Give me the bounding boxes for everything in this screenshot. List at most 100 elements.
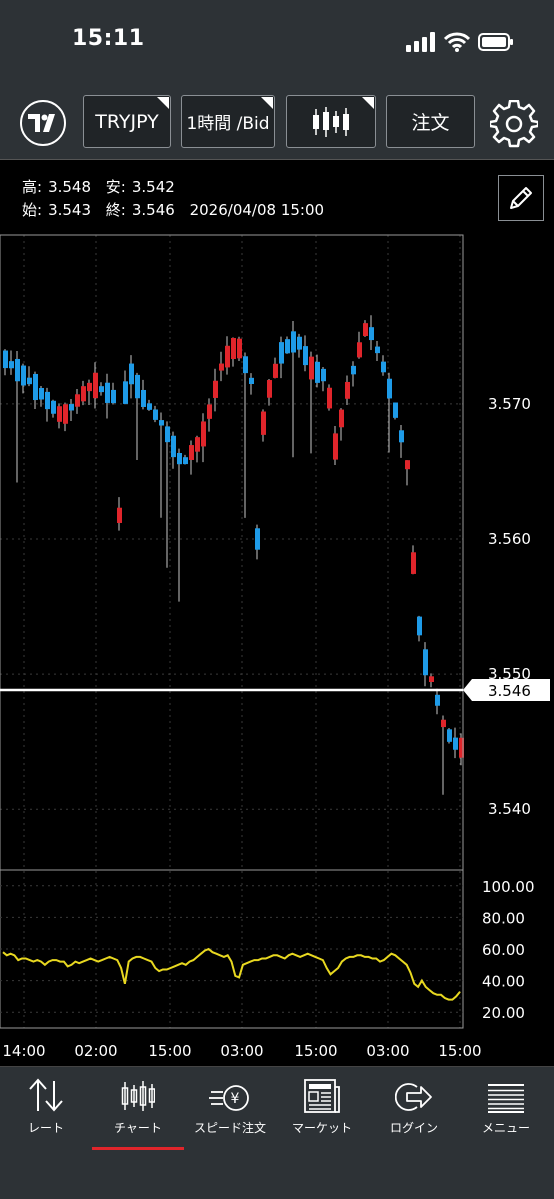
nav-label-rate: レート (27, 1121, 64, 1135)
candle-body (219, 363, 224, 371)
candle-body (111, 389, 116, 404)
candle-body (141, 389, 146, 407)
open-value: 3.543 (48, 201, 92, 219)
candle-body (201, 421, 206, 447)
nav-label-menu: メニュー (481, 1121, 530, 1135)
nav-label-chart: チャート (114, 1121, 162, 1135)
candle-body (351, 365, 356, 375)
settings-gear-icon[interactable] (490, 100, 538, 148)
status-icons (406, 30, 514, 54)
price-axis: 3.570 3.560 3.550 3.540 (488, 395, 531, 818)
candle-body (375, 346, 380, 354)
price-chart[interactable]: 3.570 3.560 3.550 3.540 3.546 100.00 80.00 60… (0, 230, 554, 1066)
time-tick-label: 15:00 (438, 1042, 481, 1060)
pencil-icon (510, 187, 532, 209)
high-value: 3.548 (48, 178, 92, 196)
candle-body (315, 361, 320, 383)
bottom-navigation: レート チャート ¥ スピード注文 (0, 1066, 554, 1199)
candle-body (387, 378, 392, 399)
candle-body (459, 737, 464, 758)
candlestick-icon (313, 106, 349, 137)
drawing-tool-button[interactable] (498, 175, 544, 221)
candle-body (237, 338, 242, 359)
ohlc-row-2: 始: 3.543 終: 3.546 2026/04/08 15:00 (22, 199, 330, 222)
candle-body (453, 737, 458, 750)
candle-body (123, 381, 128, 404)
price-tick-label: 3.570 (488, 395, 531, 413)
candle-body (75, 394, 80, 407)
price-tick-label: 3.560 (488, 530, 531, 548)
order-button[interactable]: 注文 (386, 95, 475, 148)
nav-speed-order[interactable]: ¥ スピード注文 (184, 1067, 276, 1157)
oscillator-tick-label: 20.00 (482, 1004, 525, 1022)
candle-body (45, 391, 50, 410)
candle-body (345, 381, 350, 399)
candle-body (435, 694, 440, 706)
candle-body (129, 363, 134, 385)
time-axis: 14:00 02:00 15:00 03:00 15:00 03:00 15:00 (2, 1042, 481, 1060)
chart-type-button[interactable] (286, 95, 376, 148)
timeframe-label: 1時間 /Bid (186, 114, 270, 134)
candle-body (255, 528, 260, 550)
order-label: 注文 (411, 112, 450, 134)
dropdown-corner-icon (362, 97, 374, 109)
status-time: 15:11 (72, 26, 145, 51)
candle-body (429, 676, 434, 683)
candle-body (81, 386, 86, 402)
candle-body (273, 363, 278, 378)
nav-label-market: マーケット (291, 1121, 352, 1135)
candle-body (297, 336, 302, 350)
candle-body (21, 365, 26, 386)
candle-body (339, 409, 344, 428)
candle-body (261, 411, 266, 435)
login-arrow-icon (395, 1083, 432, 1111)
candle-body (183, 457, 188, 465)
nav-login[interactable]: ログイン (368, 1067, 460, 1157)
candle-body (441, 719, 446, 728)
candle-body (39, 388, 44, 400)
candle-body (231, 337, 236, 359)
candle-body (267, 380, 272, 398)
candle-body (291, 331, 296, 353)
tradingview-logo-icon[interactable] (20, 100, 66, 146)
newspaper-icon (304, 1079, 340, 1113)
candle-body (357, 342, 362, 358)
oscillator-line (2, 947, 461, 1001)
candle-body (51, 400, 56, 414)
price-tick-label: 3.540 (488, 800, 531, 818)
low-label: 安: (105, 178, 126, 196)
symbol-selector-button[interactable]: TRYJPY (83, 95, 171, 148)
candle-body (279, 342, 284, 364)
nav-label-speed-order: スピード注文 (193, 1121, 266, 1135)
signal-icon (406, 32, 435, 52)
status-bar: 15:11 (0, 0, 554, 88)
close-value: 3.546 (131, 201, 175, 219)
candlestick-series (3, 315, 464, 795)
candle-body (135, 374, 140, 399)
high-label: 高: (22, 178, 43, 196)
candle-body (105, 382, 110, 403)
candle-body (369, 327, 374, 341)
candle-body (405, 460, 410, 470)
nav-chart[interactable]: チャート (92, 1067, 184, 1157)
time-tick-label: 15:00 (148, 1042, 191, 1060)
candle-body (381, 361, 386, 373)
nav-menu[interactable]: メニュー (460, 1067, 552, 1157)
candle-body (285, 339, 290, 354)
svg-text:¥: ¥ (231, 1091, 240, 1107)
candle-body (99, 386, 104, 393)
candle-body (225, 345, 230, 368)
candle-body (213, 380, 218, 398)
time-tick-label: 03:00 (366, 1042, 409, 1060)
wifi-icon (444, 32, 470, 52)
candle-body (57, 406, 62, 422)
candle-body (333, 433, 338, 460)
timeframe-selector-button[interactable]: 1時間 /Bid (181, 95, 275, 148)
candle-body (417, 616, 422, 636)
nav-rate[interactable]: レート (0, 1067, 92, 1157)
nav-label-login: ログイン (389, 1121, 438, 1135)
nav-market[interactable]: マーケット (276, 1067, 368, 1157)
candle-body (447, 729, 452, 742)
candle-body (15, 358, 20, 382)
candle-body (27, 377, 32, 385)
